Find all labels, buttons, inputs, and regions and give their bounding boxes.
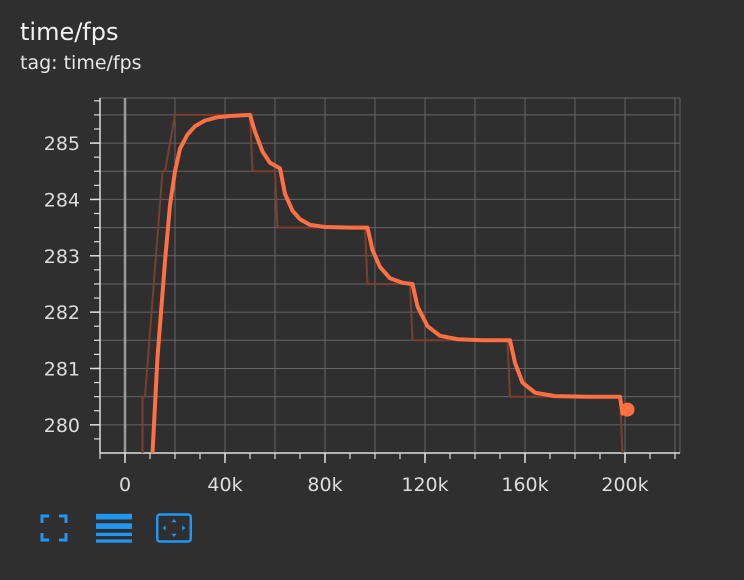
- chart-toolbar: [36, 510, 216, 546]
- card-tag: tag: time/fps: [20, 52, 142, 74]
- fit-domain-icon: [156, 513, 192, 543]
- x-tick-label: 200k: [601, 474, 648, 496]
- chart-grid: [100, 97, 681, 453]
- y-tick-label: 280: [44, 415, 80, 437]
- list-icon: [96, 513, 132, 543]
- chart-series: [141, 112, 635, 453]
- card-title: time/fps: [20, 18, 119, 46]
- x-tick-label: 120k: [401, 474, 448, 496]
- chart-axes: 280 281 282 283 284 285 0 40k 80k 120k 160k 200k: [44, 98, 680, 496]
- y-tick-label: 282: [44, 302, 80, 324]
- fullscreen-button[interactable]: [36, 510, 72, 546]
- y-tick-label: 283: [44, 246, 80, 268]
- y-tick-label: 284: [44, 189, 80, 211]
- fullscreen-icon: [40, 514, 68, 542]
- y-tick-label: 285: [44, 133, 80, 155]
- smoothed-fps-line: [150, 112, 630, 453]
- fit-domain-button[interactable]: [156, 510, 192, 546]
- x-tick-label: 0: [119, 474, 131, 496]
- y-tick-label: 281: [44, 358, 80, 380]
- x-tick-label: 40k: [207, 474, 242, 496]
- fps-line-chart[interactable]: 280 281 282 283 284 285 0 40k 80k 120k 160k 200k: [0, 0, 744, 500]
- x-tick-label: 160k: [501, 474, 548, 496]
- x-tick-label: 80k: [307, 474, 342, 496]
- toggle-log-scale-button[interactable]: [96, 510, 132, 546]
- last-point-marker: [620, 402, 635, 417]
